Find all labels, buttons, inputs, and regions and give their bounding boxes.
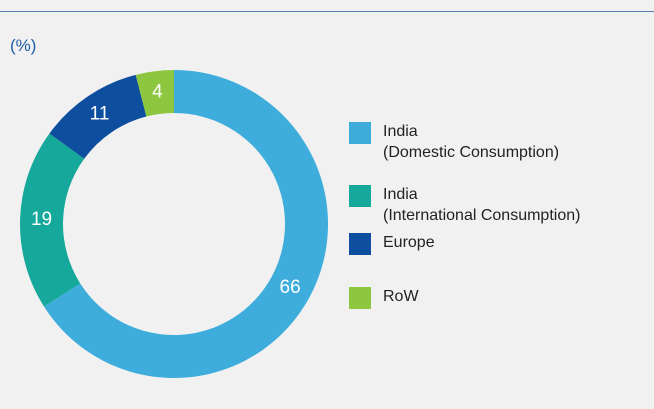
data-label: 19 xyxy=(31,209,52,230)
legend-label: India (Domestic Consumption) xyxy=(383,123,560,161)
legend-item: Europe xyxy=(349,232,435,255)
donut-segment xyxy=(20,133,85,307)
legend-swatch xyxy=(349,185,371,207)
legend-swatch xyxy=(349,287,371,309)
donut-segment xyxy=(43,70,329,379)
legend-label: India (International Consumption) xyxy=(383,186,581,224)
legend-item: India (Domestic Consumption) xyxy=(349,121,559,163)
top-rule xyxy=(0,11,654,12)
subtitle: (%) xyxy=(10,36,37,55)
donut-segment xyxy=(135,70,174,117)
legend-swatch xyxy=(349,122,371,144)
legend-label: Europe xyxy=(383,234,435,251)
data-label: 66 xyxy=(280,277,301,298)
legend-item: India (International Consumption) xyxy=(349,184,580,226)
data-label: 4 xyxy=(152,82,163,103)
donut-segment xyxy=(49,74,147,159)
legend-swatch xyxy=(349,233,371,255)
legend-item: RoW xyxy=(349,286,419,309)
data-label: 11 xyxy=(90,103,110,124)
legend-label: RoW xyxy=(383,288,419,305)
